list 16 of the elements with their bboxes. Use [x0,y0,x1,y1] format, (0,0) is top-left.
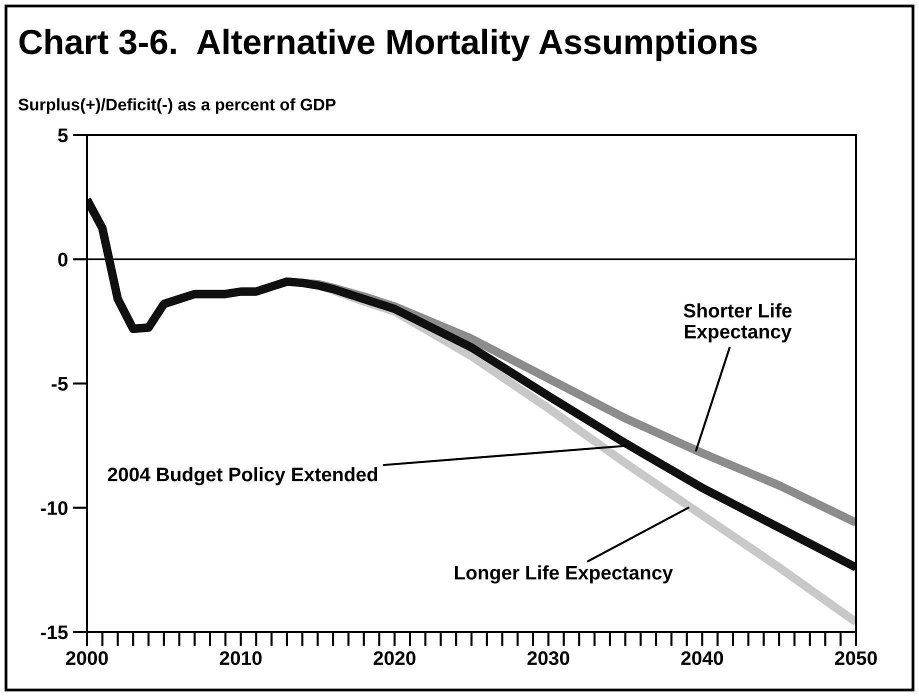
x-tick-label: 2040 [681,651,724,666]
x-tick-label: 2020 [374,651,416,666]
x-tick-label: 2000 [66,651,108,666]
y-tick-label: -5 [52,377,68,391]
x-tick-label: 2050 [835,651,877,666]
y-axis-title: Surplus(+)/Deficit(-) as a percent of GDP [18,98,336,114]
annotation: 2004 Budget Policy Extended [108,467,378,486]
y-tick-label: -10 [40,501,68,515]
annotation: Shorter Life Expectancy [684,303,792,342]
y-tick-label: -15 [40,626,68,640]
x-tick-label: 2030 [527,651,570,666]
chart-title: Chart 3-6. Alternative Mortality Assumptions [19,28,757,62]
y-tick-label: 0 [58,252,68,266]
y-tick-label: 5 [58,128,68,142]
annotation: Longer Life Expectancy [454,565,673,584]
x-tick-label: 2010 [220,651,262,666]
